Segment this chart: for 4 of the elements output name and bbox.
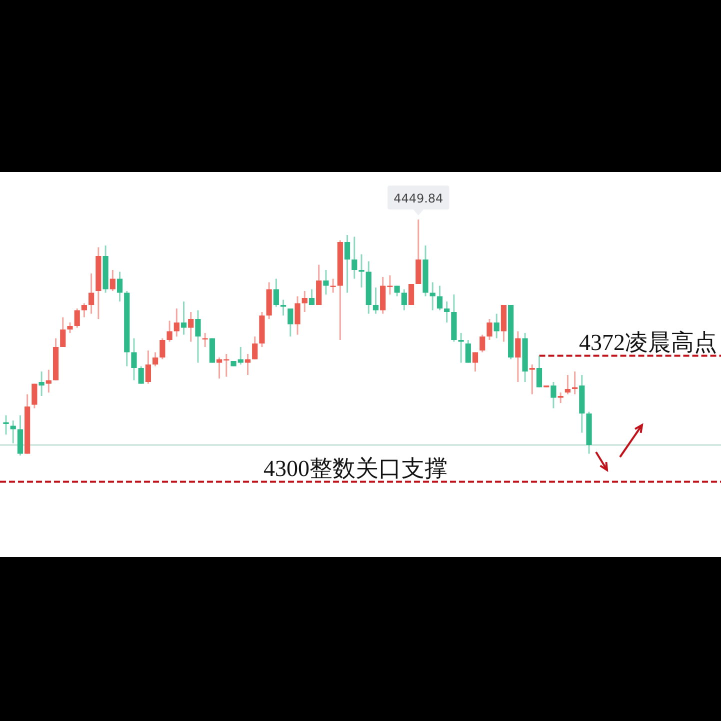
ref-line-label: 4300整数关口支撑 [264,456,448,481]
ref-line-label: 4372凌晨高点 [579,330,717,355]
annotation: 4449.84 [394,192,444,206]
candlestick [408,284,414,305]
